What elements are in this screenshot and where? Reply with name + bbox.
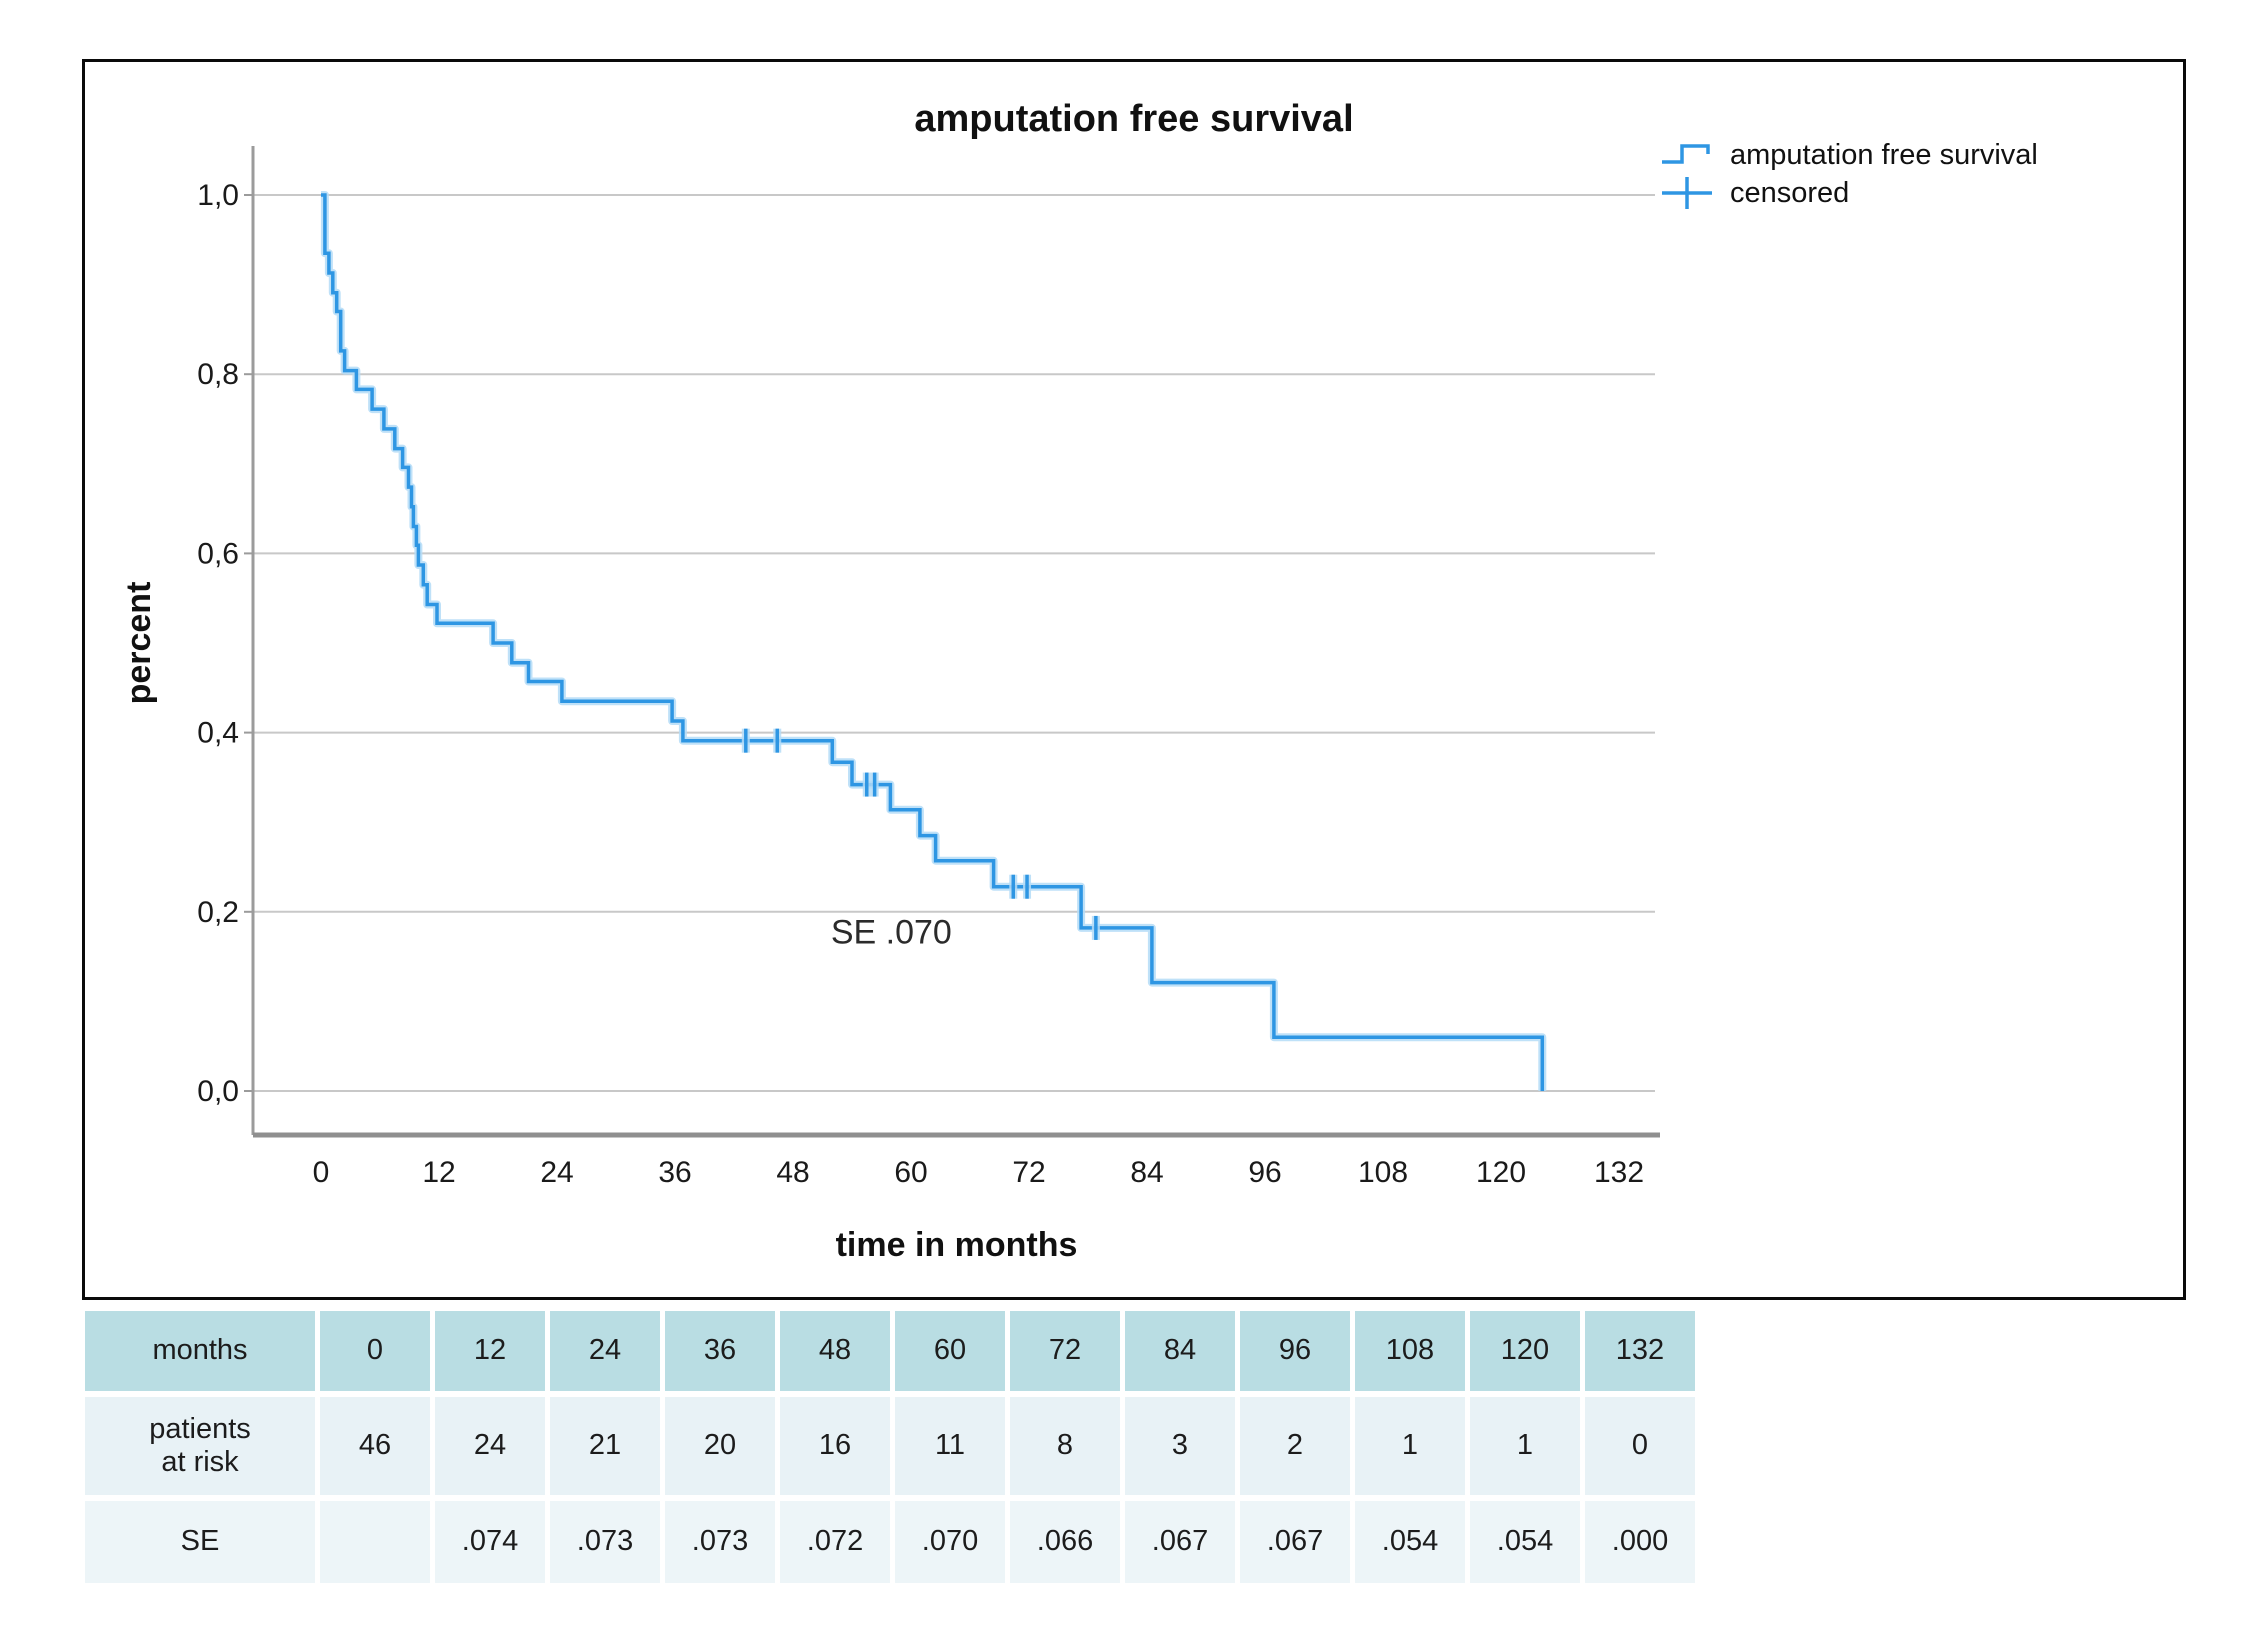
table-cell: 0 xyxy=(320,1311,430,1391)
table-cell: 24 xyxy=(435,1397,545,1495)
table-cell: .073 xyxy=(550,1501,660,1583)
table-cell: .074 xyxy=(435,1501,545,1583)
plus-censored-icon xyxy=(1662,177,1712,209)
x-tick-label: 48 xyxy=(776,1156,809,1189)
table-cell: 20 xyxy=(665,1397,775,1495)
y-tick-label: 0,6 xyxy=(197,537,239,570)
legend-item-survival: amputation free survival xyxy=(1660,136,2038,174)
x-tick-label: 72 xyxy=(1012,1156,1045,1189)
x-tick-label: 84 xyxy=(1130,1156,1163,1189)
row-label: SE xyxy=(85,1501,315,1583)
y-tick-label: 0,4 xyxy=(197,717,239,750)
table-cell: .073 xyxy=(665,1501,775,1583)
table-cell: 11 xyxy=(895,1397,1005,1495)
table-cell: 96 xyxy=(1240,1311,1350,1391)
x-tick-label: 132 xyxy=(1594,1156,1644,1189)
legend-label-survival: amputation free survival xyxy=(1730,138,2038,171)
table-cell: 21 xyxy=(550,1397,660,1495)
legend-item-censored: censored xyxy=(1660,174,2038,212)
x-tick-label: 24 xyxy=(540,1156,573,1189)
table-cell: 8 xyxy=(1010,1397,1120,1495)
se-annotation: SE .070 xyxy=(831,914,952,952)
risk-table-row-SE: SE .074.073.073.072.070.066.067.067.054.0… xyxy=(85,1501,1695,1583)
table-cell: .054 xyxy=(1355,1501,1465,1583)
table-cell: 1 xyxy=(1355,1397,1465,1495)
table-cell: 0 xyxy=(1585,1397,1695,1495)
row-label: patients at risk xyxy=(85,1397,315,1495)
table-cell: 72 xyxy=(1010,1311,1120,1391)
risk-table: months 0 12 24 36 48 60 72 84 96 108 120 132 patients… xyxy=(80,1305,1700,1589)
x-tick-label: 120 xyxy=(1476,1156,1526,1189)
y-tick-label: 0,2 xyxy=(197,896,239,929)
table-cell: .054 xyxy=(1470,1501,1580,1583)
table-cell: 36 xyxy=(665,1311,775,1391)
x-tick-label: 60 xyxy=(894,1156,927,1189)
step-line-icon xyxy=(1662,144,1710,164)
chart-title: amputation free survival xyxy=(914,98,1354,140)
table-cell: 60 xyxy=(895,1311,1005,1391)
table-cell: 132 xyxy=(1585,1311,1695,1391)
x-axis-title: time in months xyxy=(836,1226,1078,1264)
x-tick-label: 12 xyxy=(422,1156,455,1189)
y-tick-label: 1,0 xyxy=(197,179,239,212)
x-tick-label: 0 xyxy=(313,1156,330,1189)
row-label: months xyxy=(85,1311,315,1391)
y-axis-title: percent xyxy=(120,582,158,705)
risk-table-row-patients-at-risk: patients at risk 46 24 21 20 16 11 8 3 2 1 1 0 xyxy=(85,1397,1695,1495)
table-cell: .066 xyxy=(1010,1501,1120,1583)
table-cell: 108 xyxy=(1355,1311,1465,1391)
table-cell xyxy=(320,1501,430,1583)
table-cell: 2 xyxy=(1240,1397,1350,1495)
table-cell: .067 xyxy=(1240,1501,1350,1583)
x-tick-label: 36 xyxy=(658,1156,691,1189)
table-cell: 84 xyxy=(1125,1311,1235,1391)
risk-table-row-months: months 0 12 24 36 48 60 72 84 96 108 120 132 xyxy=(85,1311,1695,1391)
table-cell: .067 xyxy=(1125,1501,1235,1583)
table-cell: .070 xyxy=(895,1501,1005,1583)
table-cell: 12 xyxy=(435,1311,545,1391)
table-cell: 1 xyxy=(1470,1397,1580,1495)
y-tick-label: 0,8 xyxy=(197,358,239,391)
x-tick-label: 96 xyxy=(1248,1156,1281,1189)
chart-legend: amputation free survival censored xyxy=(1660,136,2038,212)
chart-frame: amputation free survival xyxy=(82,59,2186,1300)
table-cell: 120 xyxy=(1470,1311,1580,1391)
table-cell: .000 xyxy=(1585,1501,1695,1583)
survival-curve xyxy=(321,193,1545,1091)
table-cell: .072 xyxy=(780,1501,890,1583)
legend-label-censored: censored xyxy=(1730,176,1850,209)
table-cell: 3 xyxy=(1125,1397,1235,1495)
y-tick-label: 0,0 xyxy=(197,1075,239,1108)
table-cell: 16 xyxy=(780,1397,890,1495)
table-cell: 46 xyxy=(320,1397,430,1495)
table-cell: 48 xyxy=(780,1311,890,1391)
table-cell: 24 xyxy=(550,1311,660,1391)
x-tick-label: 108 xyxy=(1358,1156,1408,1189)
